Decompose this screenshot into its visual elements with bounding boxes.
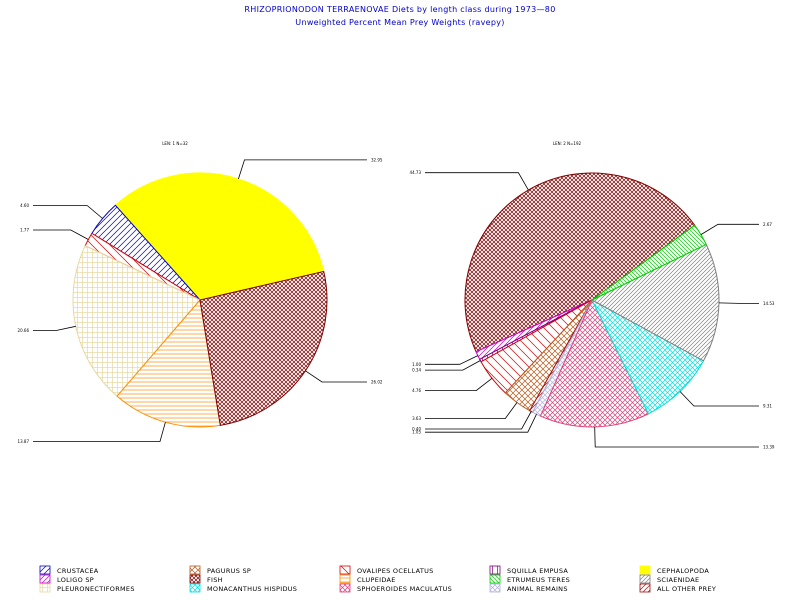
legend-label: FISH bbox=[207, 576, 223, 584]
slice-value-label: 26.02 bbox=[371, 379, 383, 384]
legend-swatch bbox=[189, 583, 201, 593]
leader-line bbox=[425, 377, 493, 391]
leader-line bbox=[33, 205, 103, 219]
slice-value-label: 2.67 bbox=[763, 222, 772, 227]
legend-swatch bbox=[489, 574, 501, 584]
legend-item-squilla_empusa: SQUILLA EMPUSA bbox=[489, 565, 568, 575]
pie-slice-clupeidae bbox=[116, 298, 221, 428]
legend-swatch bbox=[639, 574, 651, 584]
legend-label: ANIMAL REMAINS bbox=[507, 585, 568, 593]
legend-label: MONACANTHUS HISPIDUS bbox=[207, 585, 297, 593]
leader-line bbox=[305, 370, 367, 383]
legend-item-all_other_prey: ALL OTHER PREY bbox=[639, 583, 716, 593]
chart-subtitle: Unweighted Percent Mean Prey Weights (ra… bbox=[295, 18, 504, 27]
slice-value-label: 4.76 bbox=[412, 388, 421, 393]
slice-value-label: 1.77 bbox=[20, 227, 29, 232]
slice-value-label: 4.60 bbox=[20, 203, 29, 208]
leader-line bbox=[425, 402, 518, 419]
pie-slice-sphoeroides_maculatus bbox=[539, 298, 650, 428]
legend-label: PAGURUS SP bbox=[207, 567, 251, 575]
leader-line bbox=[238, 159, 367, 180]
legend-swatch bbox=[639, 583, 651, 593]
legend-item-etrumeus_teres: ETRUMEUS TERES bbox=[489, 574, 570, 584]
legend-item-clupeidae: CLUPEIDAE bbox=[339, 574, 396, 584]
pie-slice-cephalopoda bbox=[114, 172, 325, 301]
legend-item-ovalipes_ocellatus: OVALIPES OCELLATUS bbox=[339, 565, 434, 575]
legend-label: CEPHALOPODA bbox=[657, 567, 709, 575]
legend-item-sphoeroides_maculatus: SPHOEROIDES MACULATUS bbox=[339, 583, 452, 593]
slice-value-label: 13.39 bbox=[763, 444, 775, 449]
legend-swatch bbox=[39, 574, 51, 584]
leader-line bbox=[425, 360, 481, 371]
legend-item-pagurus_sp: PAGURUS SP bbox=[189, 565, 251, 575]
legend-swatch bbox=[189, 574, 201, 584]
slice-value-label: 1.05 bbox=[412, 430, 421, 435]
legend-swatch bbox=[339, 583, 351, 593]
legend-label: PLEURONECTIFORMES bbox=[57, 585, 135, 593]
legend-item-fish: FISH bbox=[189, 574, 223, 584]
legend-swatch bbox=[639, 565, 651, 575]
leader-line bbox=[425, 355, 478, 365]
legend-label: ALL OTHER PREY bbox=[657, 585, 716, 593]
legend: CRUSTACEA PAGURUS SP OVALIPES OCELLATUS SQU… bbox=[39, 565, 716, 593]
legend-swatch bbox=[489, 583, 501, 593]
leader-line bbox=[425, 414, 537, 433]
legend-swatch bbox=[339, 574, 351, 584]
legend-swatch bbox=[39, 583, 51, 593]
pie-label: LEN: 2 N=192 bbox=[553, 141, 582, 146]
legend-item-monacanthus_hispidus: MONACANTHUS HISPIDUS bbox=[189, 583, 297, 593]
slice-value-label: 44.73 bbox=[410, 170, 422, 175]
legend-label: SQUILLA EMPUSA bbox=[507, 567, 568, 575]
slice-value-label: 32.95 bbox=[371, 157, 383, 162]
slice-value-label: 0.40 bbox=[412, 427, 421, 432]
legend-item-animal_remains: ANIMAL REMAINS bbox=[489, 583, 568, 593]
pie-charts: LEN: 1 N=3232.954.601.7720.6613.8726.02L… bbox=[18, 141, 775, 449]
slice-value-label: 13.87 bbox=[18, 439, 30, 444]
legend-label: SPHOEROIDES MACULATUS bbox=[357, 585, 452, 593]
chart-title: RHIZOPRIONODON TERRAENOVAE Diets by leng… bbox=[244, 5, 555, 14]
legend-item-loligo_sp: LOLIGO SP bbox=[39, 574, 94, 584]
pie-slice-sciaenidae bbox=[590, 243, 720, 362]
slice-value-label: 20.66 bbox=[18, 328, 30, 333]
pie-label: LEN: 1 N=32 bbox=[162, 141, 188, 146]
pie-slice-fish bbox=[199, 270, 328, 426]
pie-chart-2: LEN: 2 N=192 44.73 1.000.34 4.76 3.63 0.401.0… bbox=[410, 141, 775, 449]
slice-value-label: 1.00 bbox=[412, 362, 421, 367]
legend-item-cephalopoda: CEPHALOPODA bbox=[639, 565, 709, 575]
leader-line bbox=[33, 422, 166, 442]
legend-item-pleuronectiformes: PLEURONECTIFORMES bbox=[39, 583, 135, 593]
leader-line bbox=[718, 302, 759, 304]
slice-value-label: 3.63 bbox=[412, 416, 421, 421]
leader-line bbox=[425, 172, 529, 191]
leader-line bbox=[33, 325, 76, 331]
pie-slice-monacanthus_hispidus bbox=[590, 298, 705, 415]
pie-slice-etrumeus_teres bbox=[591, 224, 707, 301]
legend-label: ETRUMEUS TERES bbox=[507, 576, 570, 584]
legend-label: OVALIPES OCELLATUS bbox=[357, 567, 434, 575]
leader-line bbox=[425, 411, 532, 430]
legend-swatch bbox=[339, 565, 351, 575]
leader-line bbox=[679, 391, 759, 407]
legend-label: CLUPEIDAE bbox=[357, 576, 396, 584]
legend-item-sciaenidae: SCIAENIDAE bbox=[639, 574, 699, 584]
leader-line bbox=[700, 223, 759, 235]
leader-line bbox=[594, 426, 759, 448]
pie-chart-1: LEN: 1 N=32 32.95 4.60 1.77 20.66 13.87 26.02 bbox=[18, 141, 383, 444]
legend-label: SCIAENIDAE bbox=[657, 576, 699, 584]
slice-value-label: 9.31 bbox=[763, 403, 772, 408]
legend-swatch bbox=[189, 565, 201, 575]
leader-line bbox=[33, 229, 89, 240]
slice-value-label: 14.53 bbox=[763, 301, 775, 306]
legend-label: CRUSTACEA bbox=[57, 567, 99, 575]
legend-swatch bbox=[39, 565, 51, 575]
legend-item-crustacea: CRUSTACEA bbox=[39, 565, 99, 575]
legend-label: LOLIGO SP bbox=[57, 576, 94, 584]
slice-value-label: 0.34 bbox=[412, 368, 421, 373]
legend-swatch bbox=[489, 565, 501, 575]
